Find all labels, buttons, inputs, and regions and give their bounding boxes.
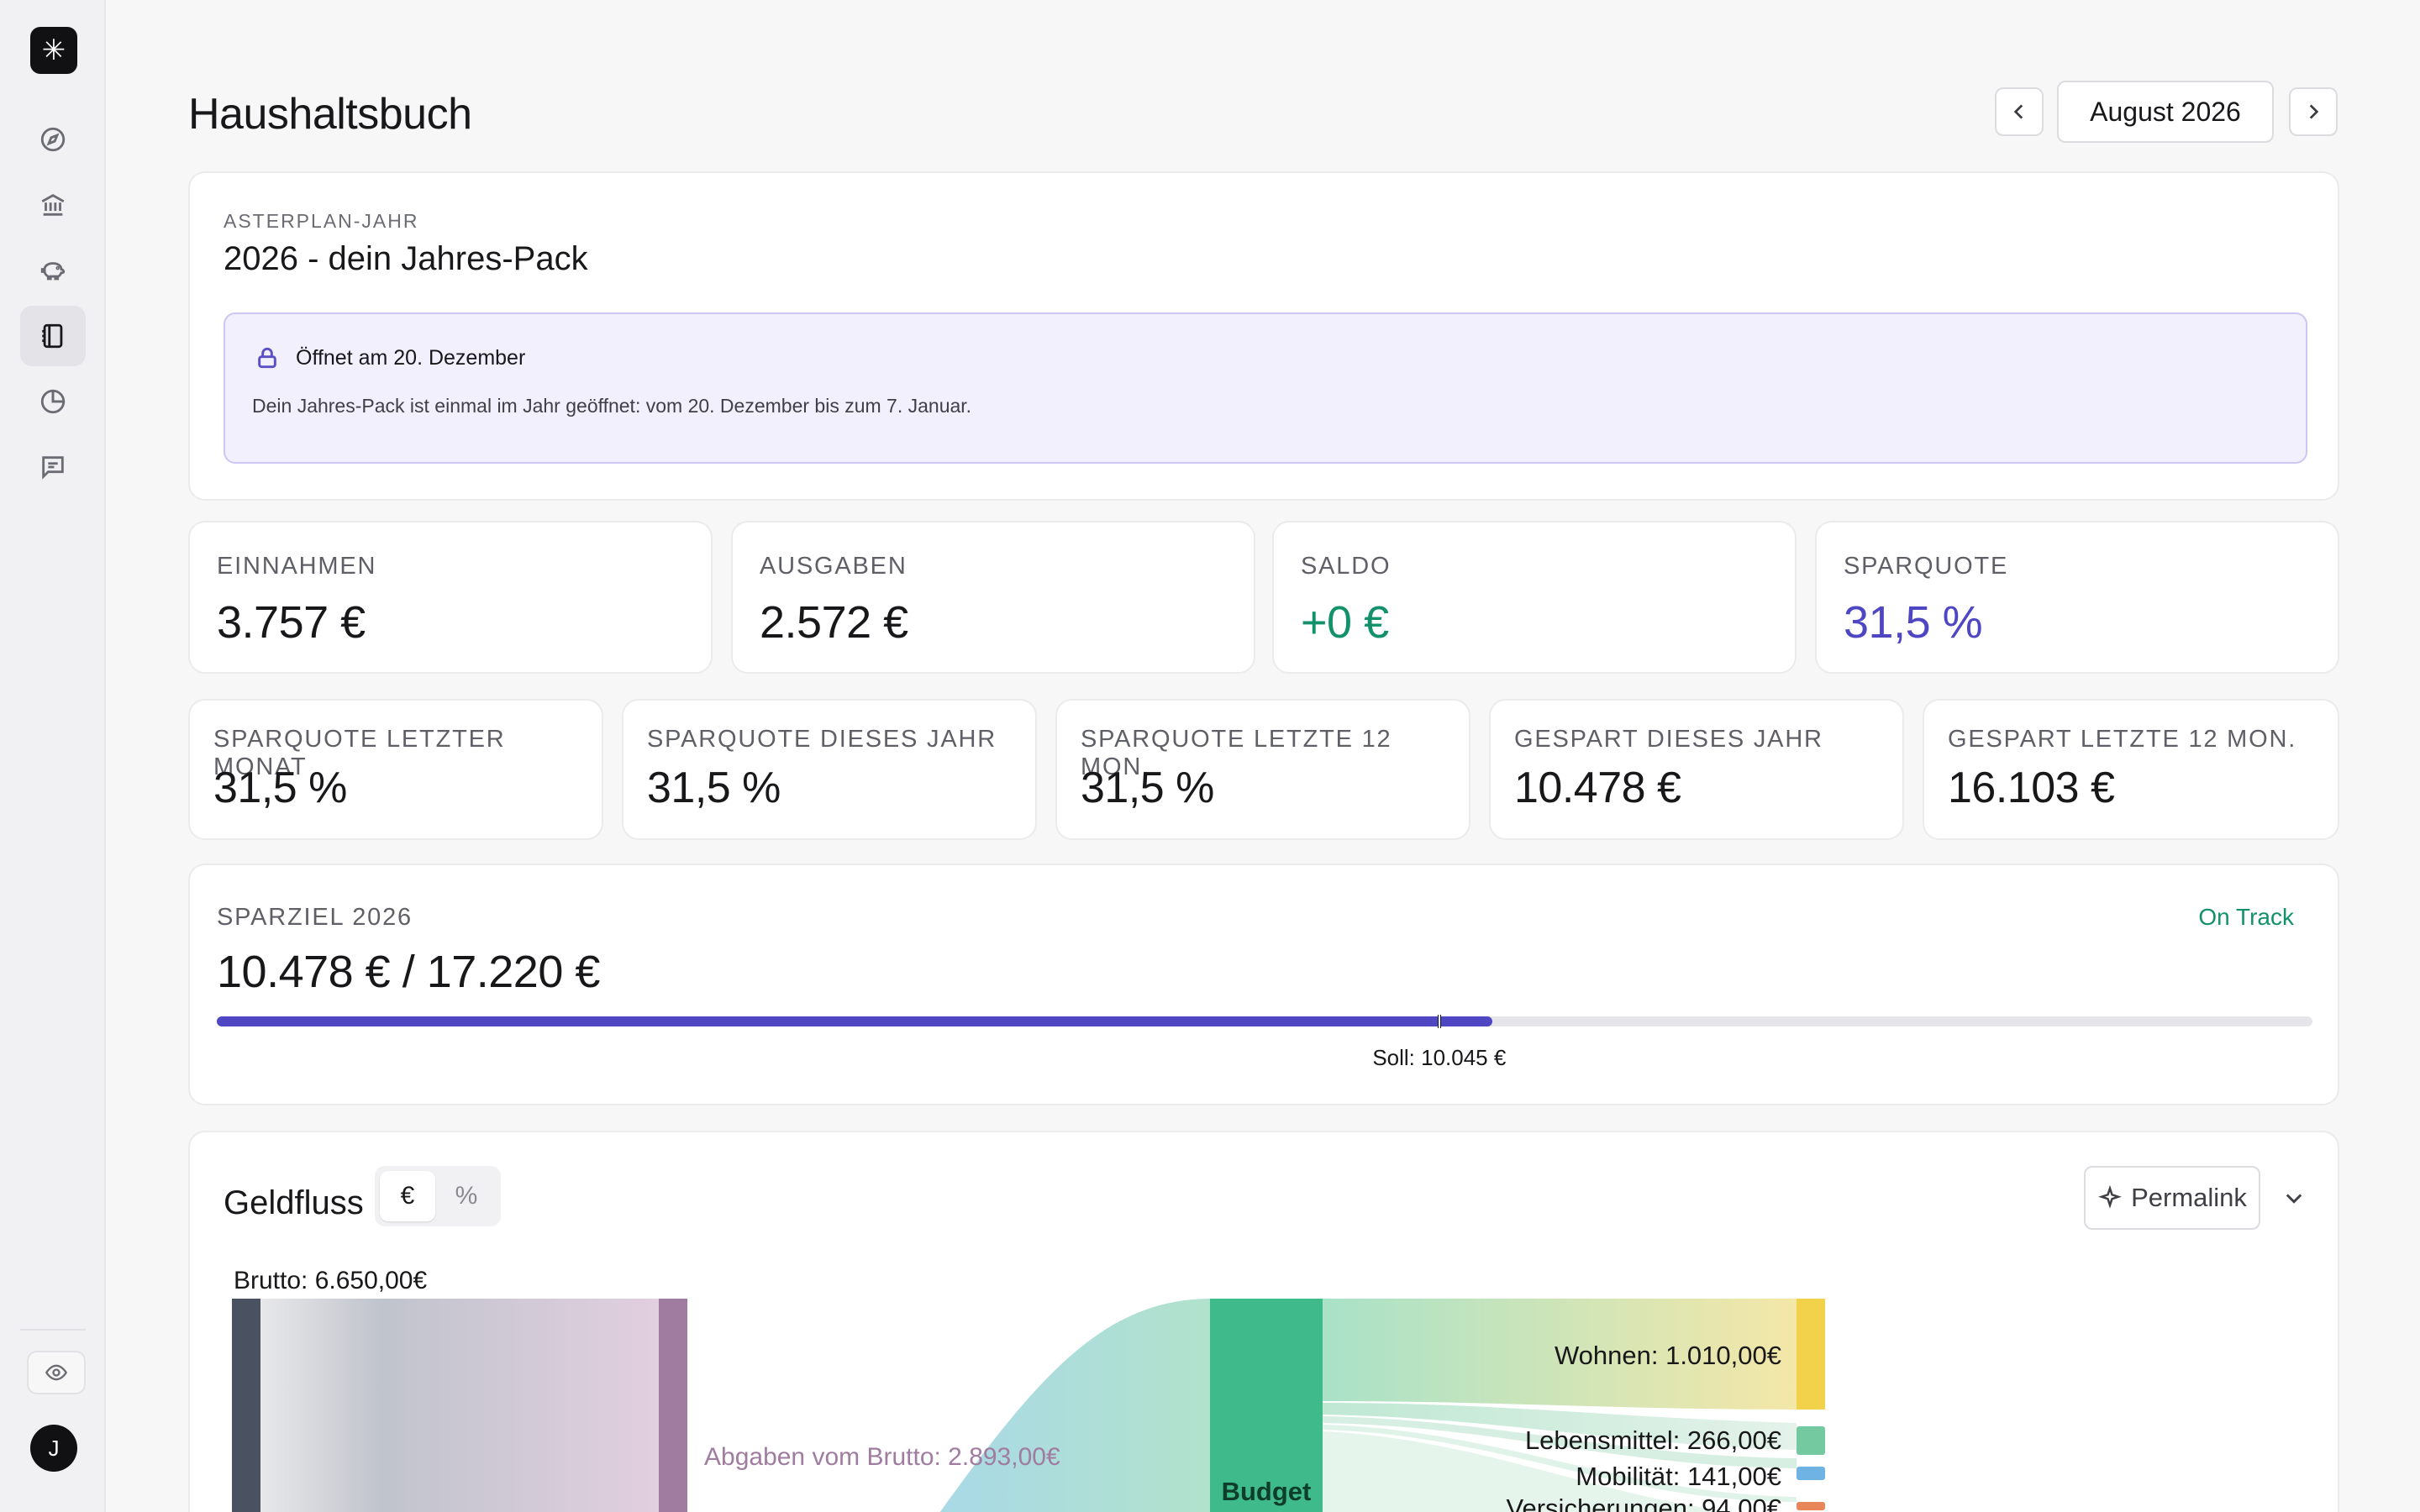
node-wohnen [1797,1299,1825,1410]
label-brutto: Brutto: 6.650,00€ [234,1267,427,1294]
sparkle-icon [2098,1185,2123,1209]
node-mobilitaet [1797,1467,1825,1480]
goal-label: SPARZIEL 2026 [217,904,413,931]
app-logo[interactable]: ✳ [30,27,77,74]
year-pack-card: ASTERPLAN-JAHR 2026 - dein Jahres-Pack Ö… [188,171,2339,501]
goal-target-label: Soll: 10.045 € [1372,1045,1507,1070]
compass-icon[interactable] [20,109,86,170]
collapse-button[interactable] [2277,1181,2311,1215]
stat-card-sparquote-12-monate: SPARQUOTE LETZTE 12 MON. 31,5 % [1055,699,1470,840]
year-pack-eyebrow: ASTERPLAN-JAHR [224,210,419,232]
stat-value: +0 € [1301,597,1389,648]
stat-card-sparquote: SPARQUOTE 31,5 % [1815,521,2339,674]
page-title: Haushaltsbuch [188,90,472,139]
avatar[interactable]: J [30,1425,77,1472]
lock-icon [254,344,281,371]
flow-netto-budget [939,1299,1212,1512]
label-budget: Budget [1222,1477,1312,1506]
stat-value: 3.757 € [217,597,366,648]
stat-label: SPARQUOTE [1844,553,2009,580]
label-wohnen: Wohnen: 1.010,00€ [1555,1341,1781,1370]
stat-card-gespart-dieses-jahr: GESPART DIESES JAHR 10.478 € [1489,699,1904,840]
stat-card-gespart-12-monate: GESPART LETZTE 12 MON. 16.103 € [1923,699,2339,840]
sankey-chart: Brutto: 6.650,00€ Abgaben vom Brutto: 2.… [232,1267,1825,1512]
stat-label: SPARQUOTE LETZTE 12 MON. [1081,726,1392,780]
notice-text: Dein Jahres-Pack ist einmal im Jahr geöf… [252,395,972,417]
stat-value: 31,5 % [1844,597,1983,648]
savings-goal-card: SPARZIEL 2026 10.478 € / 17.220 € On Tra… [188,864,2339,1105]
chevron-left-icon [2013,104,2023,119]
previous-month-button[interactable] [1995,87,2044,136]
stat-label: GESPART LETZTE 12 MON. [1948,726,2297,753]
goal-value: 10.478 € / 17.220 € [217,947,600,997]
label-versicherungen: Versicherungen: 94,00€ [1507,1494,1781,1512]
chevron-right-icon [2309,104,2319,119]
unit-toggle: € % [375,1166,501,1226]
stat-label: SALDO [1301,553,1392,580]
bank-icon[interactable] [20,175,86,235]
node-lebensmittel [1797,1426,1825,1455]
stat-label: AUSGABEN [760,553,908,580]
stat-label: EINNAHMEN [217,553,377,580]
goal-status-badge: On Track [2198,904,2294,930]
flow-brutto-abgaben [260,1299,659,1512]
flow-budget-other [1323,1431,1734,1512]
geldfluss-card: Geldfluss € % Permalink [188,1131,2339,1512]
stat-value: 31,5 % [213,764,347,812]
stat-card-sparquote-dieses-jahr: SPARQUOTE DIESES JAHR 31,5 % [622,699,1037,840]
stat-value: 10.478 € [1514,764,1681,812]
piggy-bank-icon[interactable] [20,240,86,301]
node-abgaben [659,1299,687,1512]
next-month-button[interactable] [2289,87,2338,136]
flow-budget-versicherungen [1323,1425,1797,1502]
node-budget [1210,1299,1323,1512]
permalink-button[interactable]: Permalink [2084,1166,2260,1230]
month-picker[interactable]: August 2026 [2057,81,2274,143]
sidebar-divider [20,1329,86,1331]
geldfluss-title: Geldfluss [224,1184,364,1221]
stat-value: 16.103 € [1948,764,2115,812]
asterisk-icon: ✳ [41,34,66,66]
flow-budget-wohnen [1323,1299,1797,1410]
unit-option-percent[interactable]: % [455,1182,478,1210]
privacy-toggle-button[interactable] [27,1351,86,1394]
pie-chart-icon[interactable] [20,371,86,432]
goal-progress-track [217,1015,2312,1028]
node-versicherungen [1797,1502,1825,1510]
stat-card-sparquote-letzter-monat: SPARQUOTE LETZTER MONAT 31,5 % [188,699,603,840]
stat-card-saldo: SALDO +0 € [1272,521,1797,674]
flow-budget-mobilitaet [1323,1416,1797,1468]
stat-value: 2.572 € [760,597,908,648]
stat-card-ausgaben: AUSGABEN 2.572 € [731,521,1255,674]
goal-target-marker [1437,1015,1441,1028]
stat-card-einnahmen: EINNAHMEN 3.757 € [188,521,713,674]
notebook-icon[interactable] [20,306,86,366]
eye-icon [45,1364,68,1381]
chevron-down-icon [2286,1194,2302,1204]
year-pack-notice: Öffnet am 20. Dezember Dein Jahres-Pack … [224,312,2307,464]
stat-value: 31,5 % [647,764,781,812]
node-brutto [232,1299,260,1512]
sidebar: ✳ J [0,0,106,1512]
notice-title: Öffnet am 20. Dezember [296,346,526,370]
label-mobilitaet: Mobilität: 141,00€ [1576,1462,1781,1491]
year-pack-title: 2026 - dein Jahres-Pack [224,240,588,277]
stat-label: SPARQUOTE LETZTER MONAT [213,726,506,780]
label-lebensmittel: Lebensmittel: 266,00€ [1525,1425,1781,1455]
unit-option-euro[interactable]: € [380,1171,435,1221]
goal-progress-fill [217,1016,1492,1026]
label-abgaben: Abgaben vom Brutto: 2.893,00€ [704,1443,1060,1471]
flow-budget-lebensmittel [1323,1403,1797,1450]
stat-label: SPARQUOTE DIESES JAHR [647,726,997,753]
stat-value: 31,5 % [1081,764,1214,812]
message-icon[interactable] [20,437,86,497]
stat-label: GESPART DIESES JAHR [1514,726,1823,753]
permalink-label: Permalink [2131,1183,2247,1212]
